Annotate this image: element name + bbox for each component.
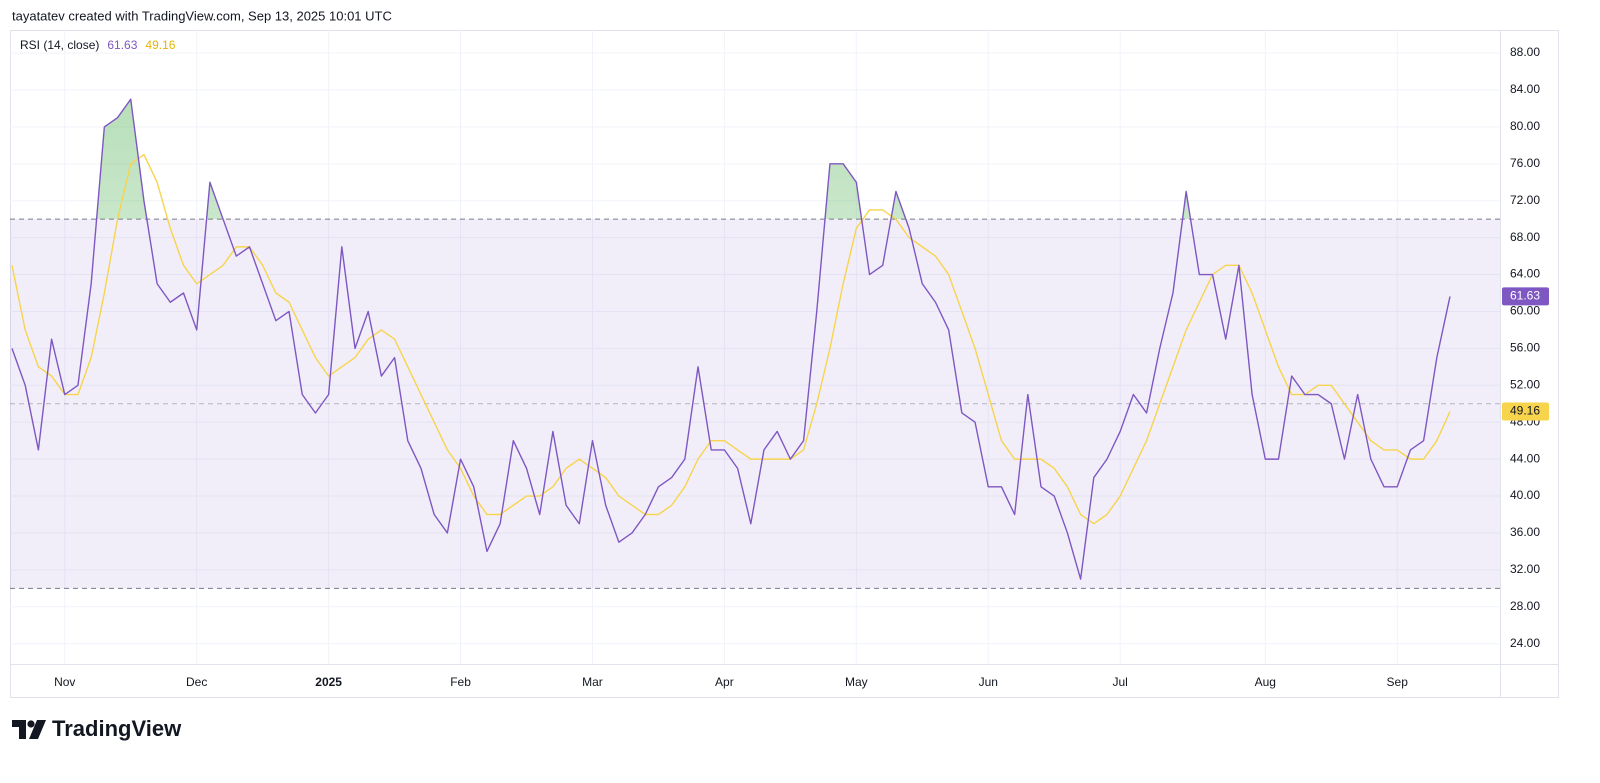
x-tick-label: May xyxy=(845,675,868,689)
y-tick-label: 72.00 xyxy=(1510,193,1540,207)
x-tick-label: Sep xyxy=(1387,675,1409,689)
x-tick-label: Mar xyxy=(582,675,603,689)
y-tick-label: 56.00 xyxy=(1510,341,1540,355)
y-tick-label: 60.00 xyxy=(1510,304,1540,318)
chart-frame xyxy=(10,30,1559,698)
y-tick-label: 40.00 xyxy=(1510,488,1540,502)
logo-icon xyxy=(12,720,26,739)
legend: RSI (14, close) 61.63 49.16 xyxy=(20,38,176,52)
series-line xyxy=(11,98,1451,580)
y-tick-label: 64.00 xyxy=(1510,267,1540,281)
y-tick-label: 84.00 xyxy=(1510,82,1540,96)
price-badge-label: 61.63 xyxy=(1510,289,1540,303)
brand: TradingView xyxy=(52,716,182,741)
price-badge xyxy=(1502,402,1549,421)
x-tick-label: Jul xyxy=(1113,675,1128,689)
legend-value: 61.63 xyxy=(107,38,137,52)
legend-title: RSI (14, close) xyxy=(20,38,99,52)
y-tick-label: 28.00 xyxy=(1510,599,1540,613)
y-tick-label: 44.00 xyxy=(1510,451,1540,465)
y-tick-label: 32.00 xyxy=(1510,562,1540,576)
y-tick-label: 68.00 xyxy=(1510,230,1540,244)
x-tick-label: Apr xyxy=(715,675,734,689)
logo-icon xyxy=(27,720,35,728)
y-tick-label: 76.00 xyxy=(1510,156,1540,170)
plot xyxy=(11,98,1451,580)
y-tick-label: 52.00 xyxy=(1510,377,1540,391)
series-line xyxy=(11,153,1451,525)
credit: tayatatev created with TradingView.com, … xyxy=(12,8,392,23)
x-tick-label: Jun xyxy=(979,675,998,689)
y-tick-label: 88.00 xyxy=(1510,45,1540,59)
axes: 24.0028.0032.0036.0040.0044.0048.0052.00… xyxy=(54,45,1549,689)
y-tick-label: 80.00 xyxy=(1510,119,1540,133)
x-tick-label: Nov xyxy=(54,675,75,689)
rsi-band xyxy=(10,219,1500,589)
price-badge-label: 49.16 xyxy=(1510,404,1540,418)
x-tick-label: Dec xyxy=(186,675,207,689)
grid xyxy=(10,30,1500,664)
logo: TradingView xyxy=(12,716,182,741)
y-tick-label: 24.00 xyxy=(1510,636,1540,650)
legend-value: 49.16 xyxy=(145,38,175,52)
y-tick-label: 36.00 xyxy=(1510,525,1540,539)
x-tick-label: Feb xyxy=(450,675,471,689)
price-badge xyxy=(1502,287,1549,306)
logo-icon xyxy=(29,720,46,739)
x-tick-label: 2025 xyxy=(315,675,342,689)
x-tick-label: Aug xyxy=(1255,675,1276,689)
